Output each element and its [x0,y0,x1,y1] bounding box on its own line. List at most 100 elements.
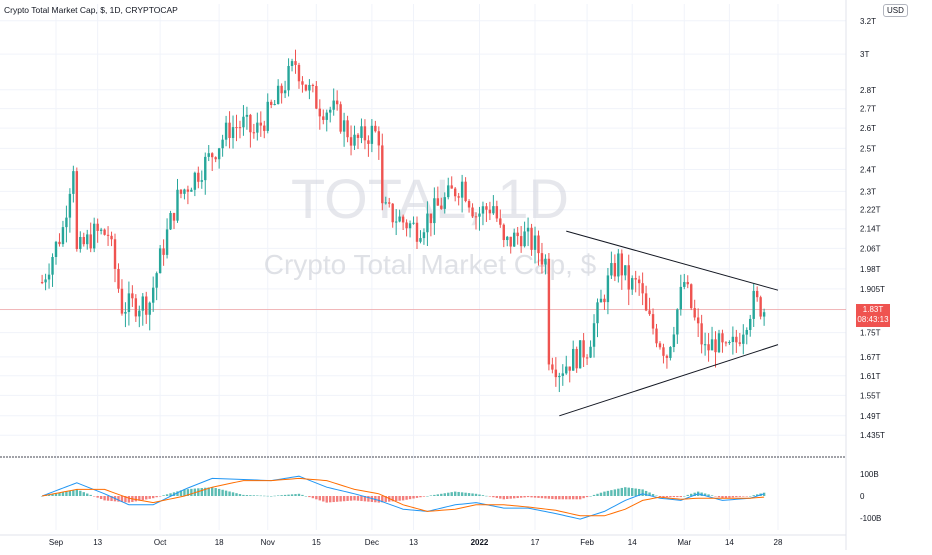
candle [297,62,301,89]
macd-histogram-bar [519,496,523,498]
candle [311,83,315,93]
candle-body [106,234,110,236]
watermark-name: Crypto Total Market Cap, $ [264,249,597,280]
price-tick-label: 1.75T [860,329,881,338]
candle-body [460,181,464,198]
candle [214,156,217,163]
macd-histogram-bar [367,496,370,502]
candle [662,343,665,364]
candle [353,125,356,150]
candle [742,324,745,355]
macd-histogram-bar [381,496,384,503]
time-tick-label: Feb [580,538,594,547]
macd-histogram-bar [547,496,551,499]
candle-body [492,206,495,214]
macd-histogram-bar [273,495,276,497]
candle [603,294,606,310]
candle-body [735,336,738,343]
candle-body [301,81,304,85]
macd-histogram-bar [481,495,485,496]
candle-body [582,340,585,358]
candle-body [235,127,238,129]
candle-body [304,84,308,91]
candle [89,222,92,253]
candle-body [724,342,728,344]
candle [346,115,349,143]
candle-body [617,253,620,277]
macd-histogram-bar [415,496,419,498]
last-price-value: 1.83T [862,305,884,314]
candle-body [377,131,381,146]
candle-body [447,185,450,198]
macd-histogram-bar [231,492,235,496]
candle [176,178,179,223]
macd-histogram-bar [596,493,599,496]
candle [752,283,755,327]
candle [721,329,724,353]
candle [440,197,443,210]
candle [686,275,689,289]
last-price-label: 1.83T 08:43:13 [856,304,890,327]
candle [388,197,391,208]
candle-body [145,296,148,315]
candle [474,212,478,230]
time-tick-label: 28 [774,538,783,547]
candle [530,223,533,256]
candle [655,323,658,348]
candle-body [433,198,436,224]
candle-body [370,125,374,144]
candle-body [315,86,318,109]
macd-histogram-bar [485,495,488,497]
candle [197,166,200,189]
candle-body [738,342,742,344]
candle [509,236,512,254]
candle [596,298,599,338]
candle-body [103,229,106,235]
candle-body [384,202,387,204]
macd-histogram-bar [263,495,266,497]
candle [572,340,575,371]
macd-histogram-bar [408,496,412,500]
candle-body [742,334,745,344]
macd-histogram-bar [401,496,405,501]
candle [235,114,238,142]
candle [242,105,245,136]
candle [99,227,103,235]
macd-histogram-bar [436,494,440,496]
candle-body [224,122,228,140]
candle-body [585,357,589,359]
candle-body [242,116,245,128]
candle-body [509,236,512,247]
candle [703,332,707,356]
candle [224,115,228,147]
candle-body [58,241,61,245]
candle-body [696,317,700,324]
candle-body [523,231,526,247]
candle-body [578,340,582,369]
macd-histogram-bar [308,496,311,498]
macd-histogram-bar [433,494,436,496]
time-tick-label: 18 [215,538,224,547]
currency-button[interactable]: USD [883,4,908,17]
candle-body [256,122,259,133]
candle [231,115,235,149]
candle-body [530,227,533,250]
candle [637,275,641,296]
time-tick-label: Sep [49,538,64,547]
macd-tick-label: 100B [860,470,879,479]
macd-histogram-bar [606,490,610,496]
candle [283,80,287,99]
candle [374,120,377,133]
macd-histogram-bar [631,488,634,496]
macd-histogram-bar [523,496,526,498]
candle-body [155,273,158,288]
macd-histogram-bar [256,495,259,496]
macd-histogram-bar [165,494,169,496]
candle [478,206,481,231]
macd-tick-label: -100B [860,514,881,523]
candle-body [72,171,75,194]
candle [696,308,700,338]
macd-histogram-bar [624,487,627,496]
